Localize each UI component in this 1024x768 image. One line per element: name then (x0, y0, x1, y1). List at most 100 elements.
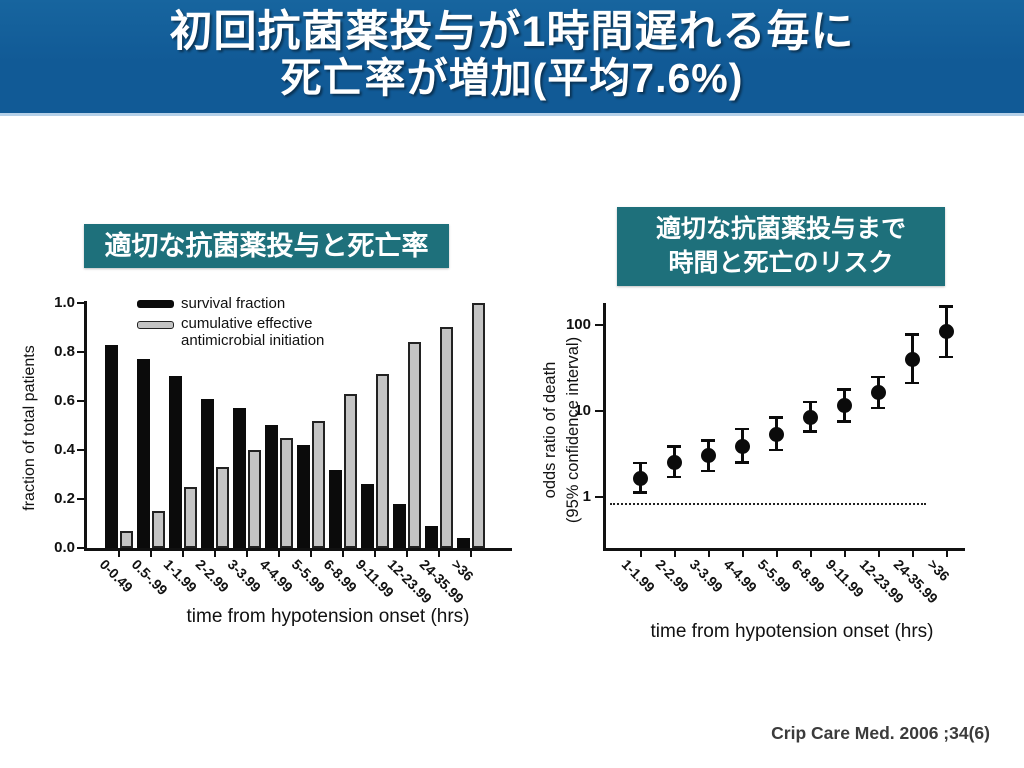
right-x-tick (674, 551, 676, 557)
ci-cap-bottom (837, 420, 851, 423)
ci-cap-bottom (939, 355, 953, 359)
right-x-tick-label: 1-1.99 (618, 556, 659, 596)
right-x-tick-label: 3-3.99 (686, 556, 727, 596)
bar-survival (425, 526, 438, 548)
ci-cap-bottom (871, 406, 885, 410)
left-x-tick-label: 4-4.99 (256, 556, 297, 596)
left-x-tick (310, 551, 312, 557)
data-point (632, 470, 648, 486)
ci-cap-bottom (633, 491, 647, 494)
legend-label-cumulative: cumulative effective antimicrobial initi… (181, 315, 325, 349)
left-x-tick (118, 551, 120, 557)
bar-survival (169, 376, 182, 548)
bar-cumulative (184, 487, 197, 548)
data-point (802, 409, 818, 425)
ci-cap-bottom (667, 475, 681, 479)
right-chart-title-line1: 適切な抗菌薬投与まで (655, 214, 906, 243)
data-point (700, 448, 716, 464)
left-chart-title-text: 適切な抗菌薬投与と死亡率 (104, 230, 429, 261)
right-y-tick (595, 410, 603, 412)
data-point (768, 426, 784, 442)
bar-survival (393, 504, 406, 548)
bar-survival (137, 359, 150, 548)
data-point (836, 398, 852, 414)
bar-survival (201, 399, 214, 548)
left-y-tick-label: 1.0 (54, 294, 75, 311)
bar-survival (329, 470, 342, 548)
data-point (734, 438, 750, 454)
left-x-tick-label: 0-0.49 (96, 556, 137, 596)
left-y-axis-label: fraction of total patients (21, 345, 38, 511)
right-chart-title-line2: 時間と死亡のリスク (668, 248, 894, 277)
left-y-tick (77, 547, 84, 549)
legend-swatch-survival (137, 300, 174, 308)
right-y-tick (595, 496, 603, 498)
left-y-tick-label: 0.4 (54, 441, 75, 458)
bar-cumulative (152, 511, 165, 548)
left-x-axis-label: time from hypotension onset (hrs) (186, 606, 470, 627)
ci-cap-top (837, 388, 851, 391)
ci-cap-bottom (701, 469, 715, 473)
citation: Crip Care Med. 2006 ;34(6) (771, 723, 990, 743)
right-x-tick (776, 551, 778, 557)
bar-survival (105, 345, 118, 548)
right-y-tick (595, 324, 603, 326)
left-y-tick (77, 400, 84, 402)
left-y-tick (77, 302, 84, 304)
left-y-tick (77, 449, 84, 451)
bar-survival (361, 484, 374, 548)
right-x-axis (603, 548, 965, 551)
bar-survival (457, 538, 470, 548)
left-x-tick-label: 6-8.99 (320, 556, 361, 596)
bar-cumulative (120, 531, 133, 548)
left-y-tick-label: 0.0 (54, 539, 75, 556)
ci-cap-bottom (803, 430, 817, 433)
left-x-tick (182, 551, 184, 557)
left-x-axis (84, 548, 512, 551)
right-y-tick-label: 10 (574, 402, 591, 419)
bar-cumulative (216, 467, 229, 548)
left-y-tick-label: 0.8 (54, 343, 75, 360)
right-x-tick-label: 4-4.99 (720, 556, 761, 596)
reference-line (610, 503, 926, 506)
data-point (904, 351, 920, 367)
legend-swatch-cumulative (137, 321, 174, 329)
ci-cap-top (803, 400, 817, 404)
right-x-tick (878, 551, 880, 557)
left-x-tick (470, 551, 472, 557)
right-x-tick (742, 551, 744, 557)
right-x-tick-label: 5-5.99 (754, 556, 795, 596)
left-x-tick (278, 551, 280, 557)
ci-cap-top (871, 375, 885, 379)
left-y-tick-label: 0.6 (54, 392, 75, 409)
right-y-axis (603, 303, 606, 551)
right-y-tick-label: 1 (582, 488, 591, 505)
ci-cap-top (939, 305, 953, 308)
bar-cumulative (280, 438, 293, 548)
right-chart-title: 適切な抗菌薬投与まで 時間と死亡のリスク (617, 207, 945, 286)
ci-cap-top (667, 445, 681, 448)
right-x-tick-label: 6-8.99 (788, 556, 829, 596)
left-x-tick (406, 551, 408, 557)
bar-survival (297, 445, 310, 548)
right-x-tick (708, 551, 710, 557)
right-x-tick (912, 551, 914, 557)
bar-survival (233, 408, 246, 548)
right-x-tick-label: >36 (924, 556, 953, 585)
data-point (666, 454, 682, 470)
right-x-tick (844, 551, 846, 557)
left-x-tick (246, 551, 248, 557)
left-chart-title: 適切な抗菌薬投与と死亡率 (84, 224, 449, 268)
bar-cumulative (376, 374, 389, 548)
left-x-tick-label: >36 (448, 556, 477, 585)
slide-title-line1: 初回抗菌薬投与が1時間遅れる毎に (169, 8, 855, 56)
left-y-tick (77, 498, 84, 500)
slide-title-line2: 死亡率が増加(平均7.6%) (280, 55, 744, 102)
right-x-tick (810, 551, 812, 557)
left-x-tick-label: 5-5.99 (288, 556, 329, 596)
left-x-tick (342, 551, 344, 557)
right-y-tick-label: 100 (565, 316, 591, 333)
bar-cumulative (440, 327, 453, 548)
bar-cumulative (408, 342, 421, 548)
